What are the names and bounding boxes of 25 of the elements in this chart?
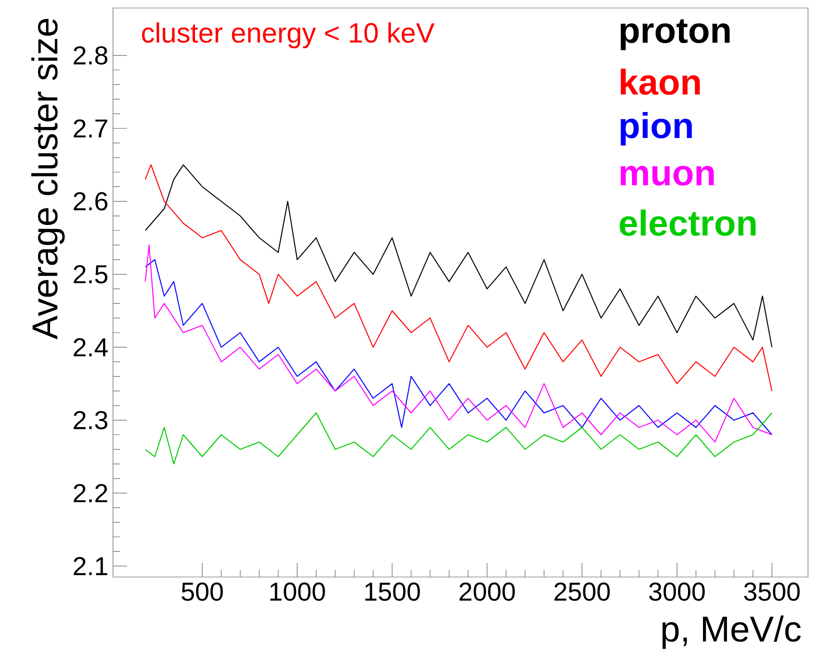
y-tick-label: 2.1 [74,557,108,576]
x-tick-label: 1500 [365,582,420,601]
y-tick-label: 2.5 [74,265,108,284]
x-tick-label: 3500 [744,582,800,601]
y-tick-label: 2.2 [74,484,108,502]
y-tick-label: 2.7 [74,119,108,138]
text: proton [620,19,730,50]
text: kaon [620,68,700,95]
text: electron [620,210,756,236]
x-tick-label: 3000 [649,582,705,601]
y-tick-label: 2.4 [74,338,108,356]
annotation: cluster energy < 10 keV [142,22,435,48]
x-axis-title: p, MeV/c [662,615,801,649]
y-tick-label: 2.3 [74,410,108,430]
x-tick-label: 2000 [460,582,515,601]
y-tick-label: 2.8 [74,46,108,65]
y-tick-label: 2.6 [74,192,108,210]
x-tick-label: 2500 [554,582,610,601]
line-series [144,164,772,392]
line-series [144,412,772,464]
y-axis-title: Average cluster size [31,18,65,340]
x-tick-label: 1000 [270,582,325,601]
x-tick-label: 500 [182,582,223,601]
text: pion [620,112,692,146]
text: muon [620,166,714,186]
